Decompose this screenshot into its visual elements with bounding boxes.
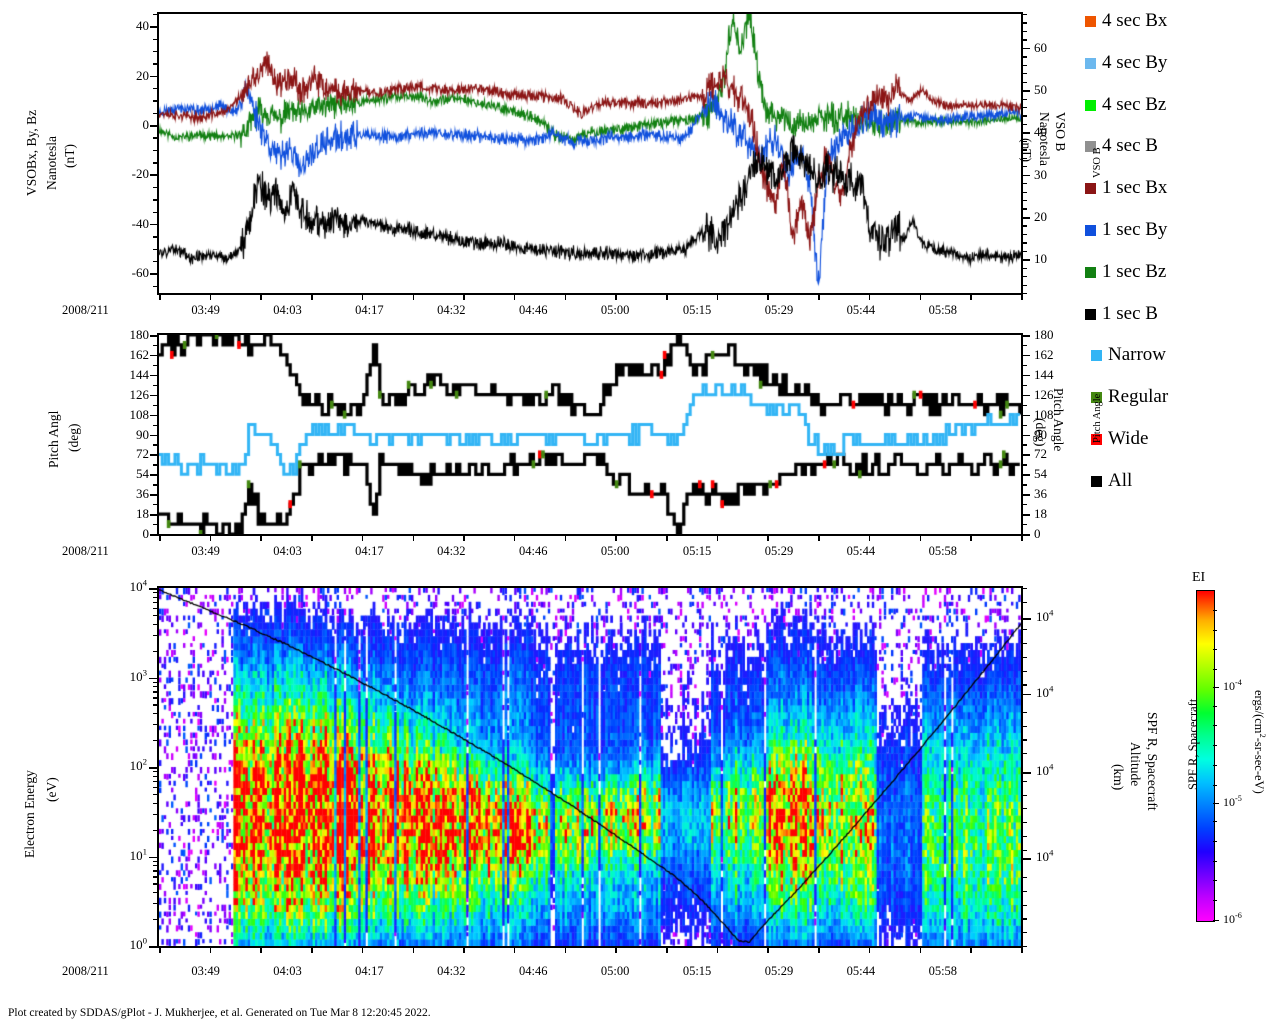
- legend-item-1-sec-b[interactable]: 1 sec B: [1085, 301, 1275, 343]
- colorbar-axis-title: SPF R, Spacecraft: [1186, 698, 1200, 790]
- legend-swatch: [1085, 99, 1096, 111]
- magnetic-field-plot-area: [159, 14, 1021, 293]
- colorbar-gradient: [1196, 590, 1215, 922]
- legend-item-wide[interactable]: Wide: [1085, 426, 1275, 468]
- legend-label: Wide: [1108, 427, 1149, 449]
- colorbar-minor-tick: [1213, 629, 1217, 631]
- legend-item-1-sec-bz[interactable]: 1 sec Bz: [1085, 259, 1275, 301]
- p1-ylabel-right: VSO B: [1053, 112, 1068, 152]
- colorbar-tick-label: 10-4: [1223, 678, 1242, 694]
- legend-group-pitch-angle: Pitch Angle: [1092, 393, 1103, 443]
- colorbar-minor-tick: [1213, 609, 1217, 611]
- legend-label: 4 sec By: [1102, 51, 1168, 73]
- legend-item-1-sec-by[interactable]: 1 sec By: [1085, 217, 1275, 259]
- colorbar-minor-tick: [1213, 784, 1217, 786]
- legend-item-all[interactable]: All: [1085, 468, 1275, 510]
- legend-item-1-sec-bx[interactable]: 1 sec Bx: [1085, 175, 1275, 217]
- legend-swatch: [1085, 16, 1096, 27]
- colorbar-minor-tick: [1213, 860, 1217, 862]
- panel-pitch-angle: [157, 333, 1023, 536]
- p1-ylabel-left-3: (nT): [62, 144, 77, 168]
- legend-item-4-sec-bz[interactable]: 4 sec Bz: [1085, 92, 1275, 134]
- colorbar-minor-tick: [1213, 649, 1217, 651]
- legend-label: 4 sec Bz: [1102, 93, 1167, 115]
- colorbar-tick: [1213, 802, 1219, 804]
- p3-ylabel-right: SPF R, Spacecraft: [1145, 712, 1160, 811]
- legend-item-regular[interactable]: Regular: [1085, 384, 1275, 426]
- legend-swatch: [1085, 224, 1096, 236]
- legend-swatch: [1085, 141, 1096, 153]
- footer-credit: Plot created by SDDAS/gPlot - J. Mukherj…: [8, 1007, 431, 1019]
- colorbar-tick: [1213, 687, 1219, 689]
- colorbar-minor-tick: [1213, 669, 1217, 671]
- p3-ylabel-left: Electron Energy: [22, 770, 37, 858]
- spectrogram-plot-area: [159, 588, 1021, 946]
- legend-label: Regular: [1108, 386, 1169, 408]
- colorbar-tick-label: 10-5: [1223, 793, 1242, 809]
- legend-item-narrow[interactable]: Narrow: [1085, 342, 1275, 384]
- colorbar-minor-tick: [1213, 840, 1217, 842]
- colorbar-tick: [1213, 920, 1219, 921]
- legend-group-vso-b: VSO B: [1092, 147, 1103, 178]
- legend-label: 1 sec B: [1102, 302, 1158, 324]
- colorbar-tick-label: 10-6: [1223, 911, 1242, 926]
- colorbar-unit-label: ergs/(cm2-sr-sec-eV): [1252, 690, 1269, 794]
- p2-ylabel-left-2: (deg): [66, 423, 81, 452]
- legend-label: 4 sec Bx: [1102, 10, 1168, 31]
- legend-label: 1 sec By: [1102, 218, 1168, 240]
- colorbar-minor-tick: [1213, 725, 1217, 727]
- p2-ylabel-left: Pitch Angl: [46, 410, 61, 468]
- pitch-angle-plot-area: [159, 335, 1021, 534]
- p3-ylabel-right-2: Altitude: [1128, 742, 1143, 787]
- colorbar-minor-tick: [1213, 880, 1217, 882]
- colorbar-minor-tick: [1213, 705, 1217, 707]
- p3-ylabel-right-3: (km): [1111, 764, 1126, 791]
- legend-swatch: [1085, 183, 1096, 195]
- legend-swatch: [1091, 475, 1102, 487]
- legend-label: 1 sec Bx: [1102, 177, 1168, 199]
- panel-magnetic-field: [157, 12, 1023, 295]
- legend-item-4-sec-bx[interactable]: 4 sec Bx: [1085, 8, 1275, 50]
- legend-label: All: [1108, 469, 1133, 491]
- colorbar-minor-tick: [1213, 821, 1217, 822]
- colorbar-minor-tick: [1213, 764, 1217, 766]
- legend-item-4-sec-by[interactable]: 4 sec By: [1085, 50, 1275, 92]
- colorbar-minor-tick: [1213, 900, 1217, 902]
- legend-label: 4 sec B: [1102, 135, 1158, 157]
- legend-swatch: [1091, 433, 1102, 445]
- legend-label: 1 sec Bz: [1102, 260, 1167, 282]
- legend-swatch: [1085, 57, 1096, 69]
- legend: 4 sec Bx 4 sec By 4 sec Bz 4 sec B 1 sec Bx 1…: [1085, 8, 1275, 510]
- panel-electron-energy-spectrogram: [157, 586, 1023, 948]
- legend-item-4-sec-b[interactable]: 4 sec B: [1085, 133, 1275, 175]
- legend-swatch: [1091, 350, 1102, 362]
- legend-swatch: [1091, 392, 1102, 404]
- legend-swatch: [1085, 266, 1096, 278]
- p3-ylabel-left-2: (eV): [44, 777, 59, 802]
- p1-ylabel-left-2: Nanotesla: [44, 136, 59, 190]
- legend-label: Narrow: [1108, 344, 1167, 366]
- p1-ylabel-left: VSOBx, By, Bz: [24, 109, 39, 196]
- colorbar-minor-tick: [1213, 745, 1217, 747]
- colorbar-title: EI: [1192, 570, 1206, 585]
- legend-swatch: [1085, 308, 1096, 320]
